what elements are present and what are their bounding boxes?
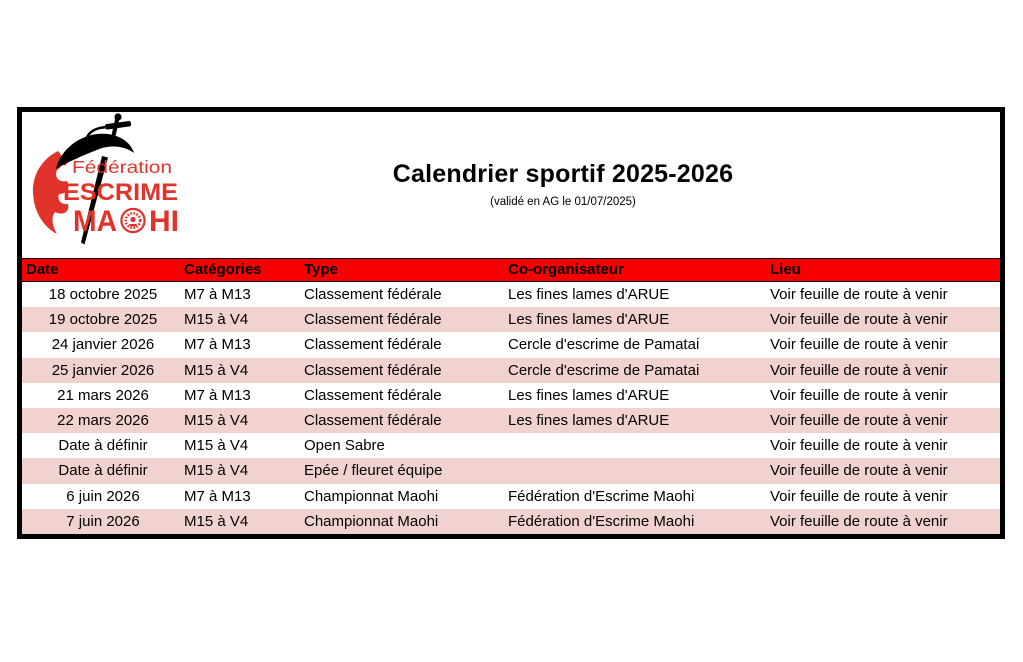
- cell-location: Voir feuille de route à venir: [770, 311, 948, 329]
- cell-date: 7 juin 2026: [66, 512, 140, 530]
- cell-type: Classement fédérale: [304, 311, 442, 329]
- cell-categories: M7 à M13: [184, 386, 251, 404]
- cell-location: Voir feuille de route à venir: [770, 462, 948, 480]
- table-row: 25 janvier 2026 M15 à V4 Classement fédé…: [22, 357, 1000, 383]
- page-subtitle: (validé en AG le 01/07/2025): [490, 196, 636, 208]
- cell-type: Classement fédérale: [304, 336, 442, 354]
- cell-coorganizer: Cercle d'escrime de Pamatai: [508, 336, 700, 354]
- federation-escrime-maohi-logo-icon: Fédération ESCRIME MA HI: [32, 113, 179, 245]
- calendar-table: Date Catégories Type Co-organisateur Lie…: [22, 258, 1000, 534]
- cell-categories: M15 à V4: [184, 361, 249, 379]
- cell-coorganizer: Fédération d'Escrime Maohi: [508, 487, 695, 505]
- cell-location: Voir feuille de route à venir: [770, 437, 948, 455]
- cell-type: Championnat Maohi: [304, 487, 439, 505]
- logo-text-hi: HI: [149, 205, 179, 238]
- cell-coorganizer: Les fines lames d'ARUE: [508, 411, 670, 429]
- column-header-type: Type: [304, 261, 338, 278]
- cell-coorganizer: Les fines lames d'ARUE: [508, 386, 670, 404]
- cell-type: Championnat Maohi: [304, 512, 439, 530]
- cell-date: Date à définir: [58, 437, 148, 455]
- document-header: Fédération ESCRIME MA HI Calendrier spor…: [22, 112, 1000, 258]
- table-row: 18 octobre 2025 M7 à M13 Classement fédé…: [22, 282, 1000, 308]
- cell-coorganizer: Les fines lames d'ARUE: [508, 311, 670, 329]
- cell-categories: M15 à V4: [184, 311, 249, 329]
- cell-location: Voir feuille de route à venir: [770, 386, 948, 404]
- cell-date: 6 juin 2026: [66, 487, 140, 505]
- logo-text-federation: Fédération: [72, 157, 172, 177]
- cell-location: Voir feuille de route à venir: [770, 487, 948, 505]
- cell-type: Classement fédérale: [304, 411, 442, 429]
- calendar-document: Fédération ESCRIME MA HI Calendrier spor…: [17, 107, 1005, 539]
- cell-coorganizer: Fédération d'Escrime Maohi: [508, 512, 695, 530]
- cell-type: Classement fédérale: [304, 361, 442, 379]
- page-title: Calendrier sportif 2025-2026: [392, 160, 734, 188]
- table-row: 22 mars 2026 M15 à V4 Classement fédéral…: [22, 407, 1000, 434]
- cell-categories: M7 à M13: [184, 286, 251, 303]
- column-header-coorganizer: Co-organisateur: [508, 261, 624, 278]
- cell-type: Classement fédérale: [304, 386, 442, 404]
- table-row: 24 janvier 2026 M7 à M13 Classement fédé…: [22, 332, 1000, 358]
- logo-text-ma: MA: [73, 205, 117, 238]
- cell-location: Voir feuille de route à venir: [770, 336, 948, 354]
- table-row: 21 mars 2026 M7 à M13 Classement fédéral…: [22, 382, 1000, 408]
- tahiti-emblem-icon: [120, 207, 146, 234]
- table-row: Date à définir M15 à V4 Epée / fleuret é…: [22, 458, 1000, 484]
- title-block: Calendrier sportif 2025-2026 (validé en …: [128, 160, 998, 208]
- cell-categories: M7 à M13: [184, 336, 251, 354]
- cell-type: Classement fédérale: [304, 286, 442, 303]
- cell-categories: M15 à V4: [184, 512, 249, 530]
- cell-date: 19 octobre 2025: [48, 311, 158, 329]
- column-header-categories: Catégories: [184, 261, 262, 278]
- column-header-date: Date: [26, 261, 59, 278]
- cell-location: Voir feuille de route à venir: [770, 411, 948, 429]
- cell-date: 25 janvier 2026: [51, 361, 155, 379]
- cell-type: Open Sabre: [304, 437, 385, 455]
- table-row: Date à définir M15 à V4 Open Sabre Voir …: [22, 433, 1000, 459]
- table-row: 6 juin 2026 M7 à M13 Championnat Maohi F…: [22, 483, 1000, 509]
- table-header-row: Date Catégories Type Co-organisateur Lie…: [22, 258, 1000, 282]
- cell-categories: M7 à M13: [184, 487, 251, 505]
- cell-coorganizer: Les fines lames d'ARUE: [508, 286, 670, 303]
- cell-date: 24 janvier 2026: [51, 336, 155, 354]
- epee-sword-icon: [56, 113, 134, 245]
- cell-location: Voir feuille de route à venir: [770, 512, 948, 530]
- cell-date: Date à définir: [58, 462, 148, 480]
- cell-type: Epée / fleuret équipe: [304, 462, 443, 480]
- table-body: 18 octobre 2025 M7 à M13 Classement fédé…: [22, 282, 1000, 534]
- cell-categories: M15 à V4: [184, 437, 249, 455]
- cell-location: Voir feuille de route à venir: [770, 361, 948, 379]
- cell-date: 18 octobre 2025: [48, 286, 158, 303]
- cell-categories: M15 à V4: [184, 462, 249, 480]
- column-header-location: Lieu: [770, 261, 801, 278]
- table-row: 7 juin 2026 M15 à V4 Championnat Maohi F…: [22, 508, 1000, 534]
- cell-date: 22 mars 2026: [57, 411, 149, 429]
- cell-location: Voir feuille de route à venir: [770, 286, 948, 303]
- cell-categories: M15 à V4: [184, 411, 249, 429]
- logo-text-escrime: ESCRIME: [63, 179, 178, 206]
- cell-date: 21 mars 2026: [57, 386, 149, 404]
- cell-coorganizer: Cercle d'escrime de Pamatai: [508, 361, 700, 379]
- table-row: 19 octobre 2025 M15 à V4 Classement fédé…: [22, 307, 1000, 333]
